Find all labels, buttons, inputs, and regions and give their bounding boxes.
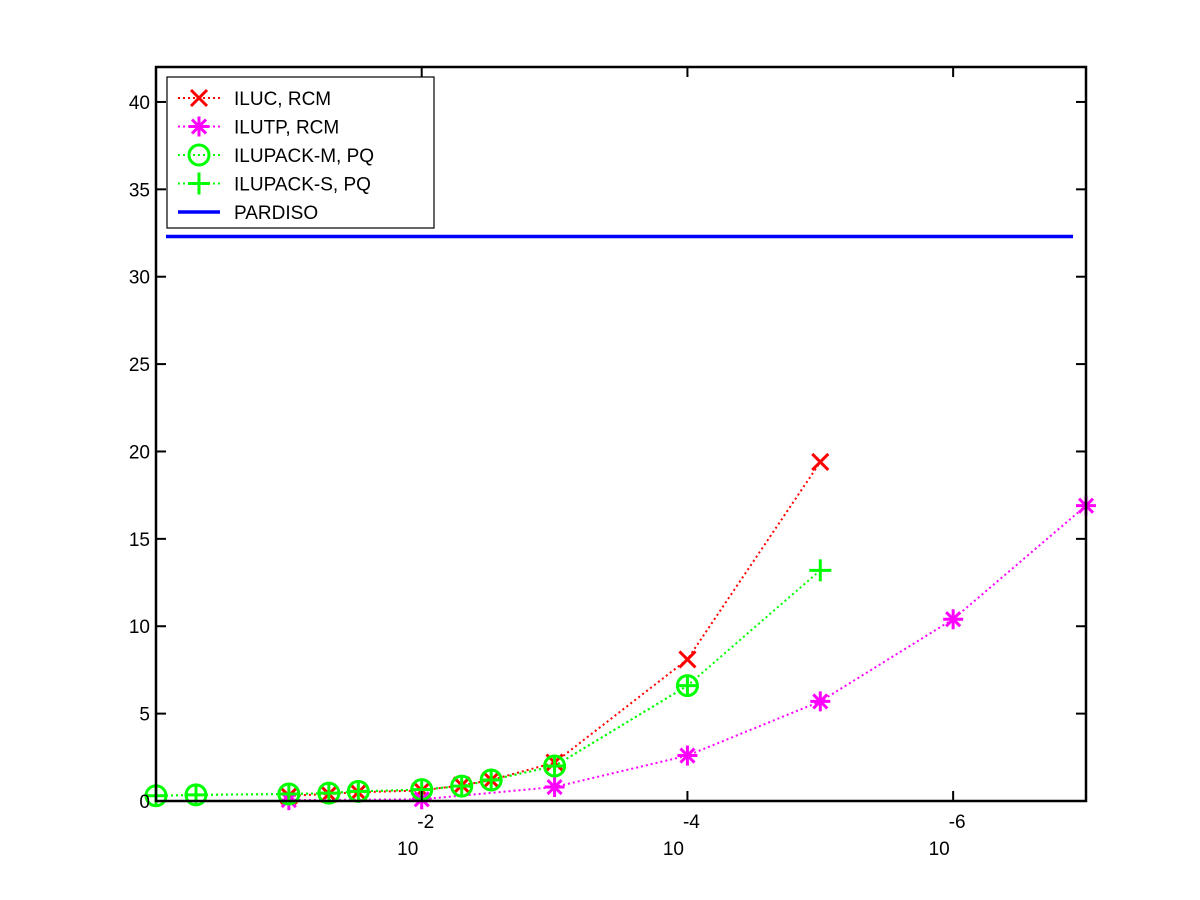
series-line-iluc-rcm bbox=[288, 461, 822, 797]
y-tick-label: 5 bbox=[139, 705, 150, 726]
legend-marker-ilupack-m-pq bbox=[187, 143, 211, 167]
data-point-ilupack-s-pq bbox=[543, 755, 566, 778]
x-tick-label-base: 10 bbox=[397, 839, 418, 860]
legend-label-iluc-rcm: ILUC, RCM bbox=[234, 89, 331, 110]
series-layer bbox=[144, 234, 1096, 811]
y-tick-label: 40 bbox=[129, 93, 150, 114]
legend-label-ilutp-rcm: ILUTP, RCM bbox=[234, 118, 339, 139]
data-point-iluc-rcm bbox=[678, 650, 697, 669]
data-point-ilupack-s-pq bbox=[480, 769, 503, 792]
x-tick-label-exponent: -2 bbox=[417, 812, 434, 833]
x-tick-label-exponent: -6 bbox=[949, 812, 966, 833]
x-tick-label-base: 10 bbox=[663, 839, 684, 860]
data-point-ilutp-rcm bbox=[943, 609, 964, 630]
plot-frame bbox=[154, 65, 1088, 803]
x-tick-label-base: 10 bbox=[929, 839, 950, 860]
y-tick-label: 30 bbox=[129, 268, 150, 289]
data-point-ilupack-s-pq bbox=[347, 780, 370, 803]
y-tick-label: 10 bbox=[129, 617, 150, 638]
legend: ILUC, RCM ILUTP, RCM ILUPACK-M, PQ ILUPACK-… bbox=[166, 76, 435, 229]
data-point-ilupack-s-pq bbox=[676, 674, 699, 697]
legend-marker-iluc-rcm bbox=[189, 88, 209, 108]
y-tick-label: 0 bbox=[139, 792, 150, 813]
data-point-ilutp-rcm bbox=[810, 691, 831, 712]
legend-marker-ilutp-rcm bbox=[189, 116, 209, 137]
data-point-ilupack-s-pq bbox=[450, 775, 473, 798]
data-point-ilutp-rcm bbox=[544, 777, 565, 798]
data-point-ilupack-s-pq bbox=[809, 559, 832, 582]
series-line-ilupack-s-pq bbox=[155, 569, 821, 797]
y-tick-label: 35 bbox=[129, 180, 150, 201]
legend-label-ilupack-s-pq: ILUPACK-S, PQ bbox=[234, 175, 371, 196]
legend-marker-ilupack-s-pq bbox=[188, 172, 210, 195]
legend-label-ilupack-m-pq: ILUPACK-M, PQ bbox=[234, 146, 374, 167]
data-point-ilutp-rcm bbox=[677, 745, 698, 766]
y-tick-label: 25 bbox=[129, 355, 150, 376]
legend-box bbox=[166, 76, 435, 229]
data-point-iluc-rcm bbox=[811, 452, 830, 472]
x-tick-label-exponent: -4 bbox=[683, 812, 700, 833]
y-tick-label: 15 bbox=[129, 530, 150, 551]
y-tick-label: 20 bbox=[129, 442, 150, 463]
legend-label-pardiso: PARDISO bbox=[234, 203, 318, 224]
axes-layer: 0 5 10 15 20 25 30 35 40 10 -2 10 -4 10 -6 bbox=[129, 65, 1088, 860]
